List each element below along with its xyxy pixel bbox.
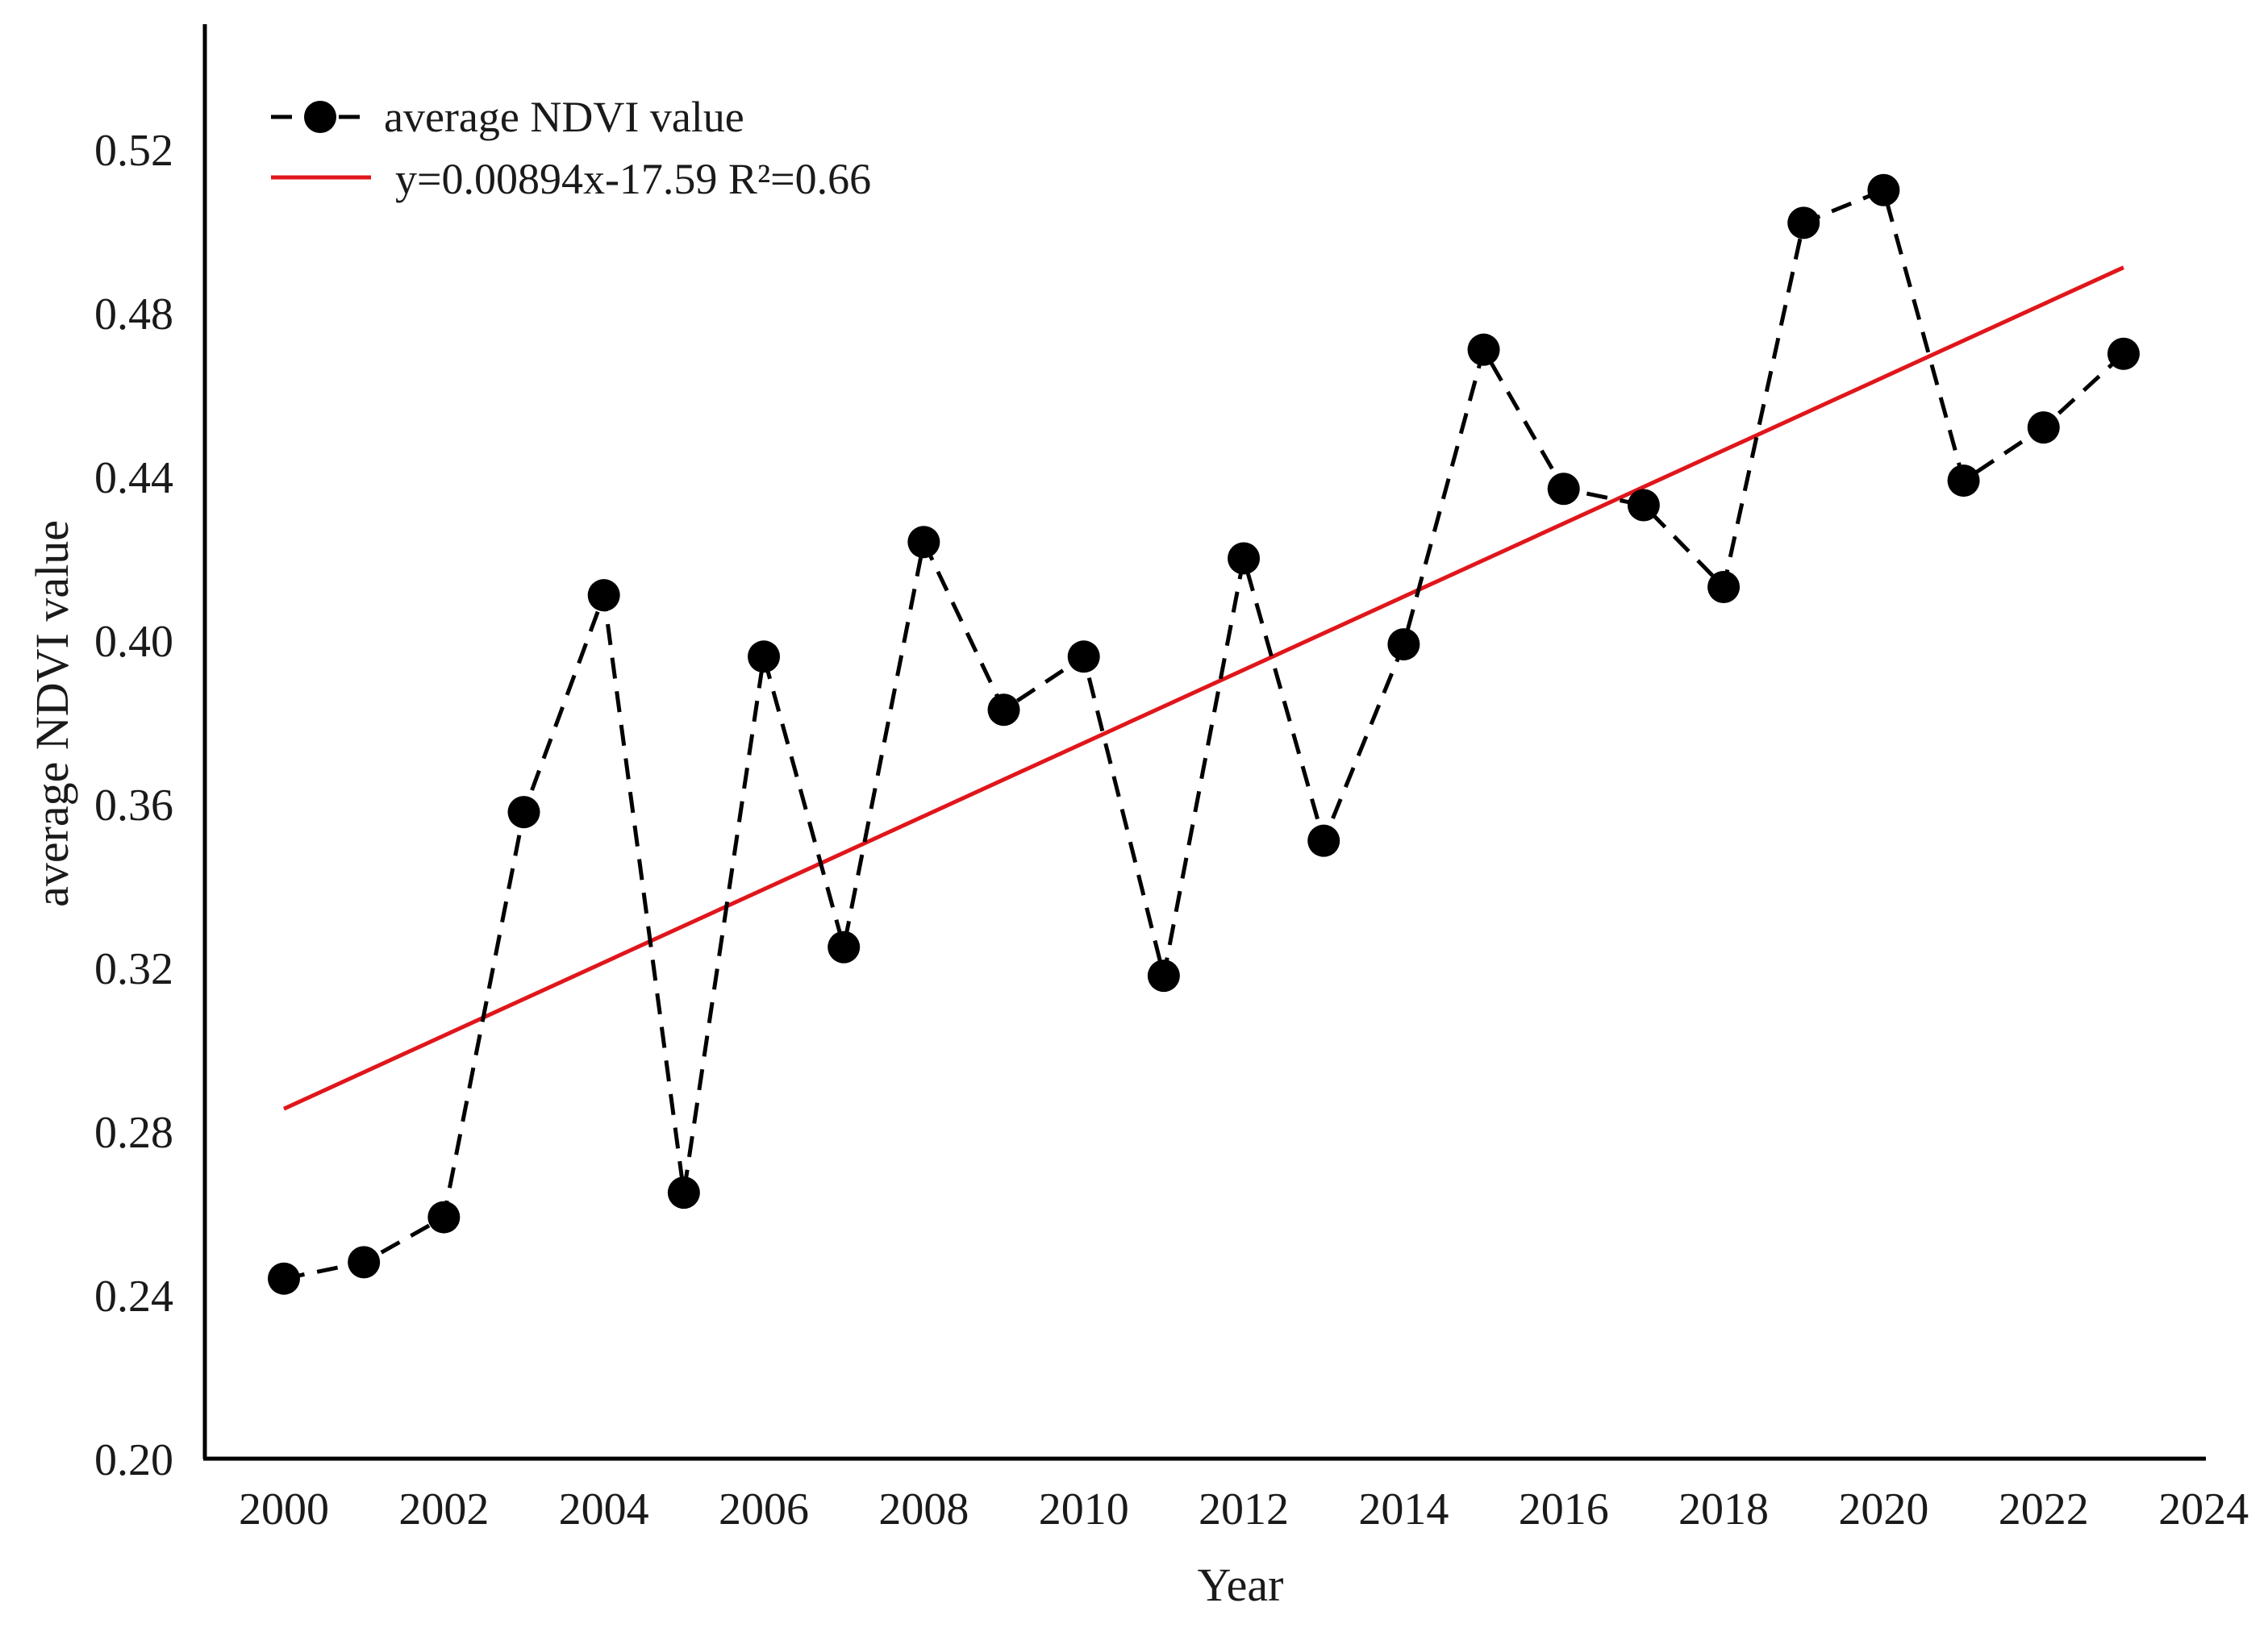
legend-item-ndvi: average NDVI value (271, 93, 744, 141)
ndvi-point-2013 (1307, 824, 1340, 857)
ndvi-point-2005 (667, 1176, 700, 1210)
x-tick-label-2002: 2002 (398, 1484, 489, 1534)
ndvi-point-2007 (828, 931, 861, 964)
x-tick-label-2020: 2020 (1838, 1484, 1928, 1534)
legend-item-trend: y=0.00894x-17.59 R²=0.66 (271, 155, 871, 203)
x-tick-label-2024: 2024 (2158, 1484, 2249, 1534)
y-tick-label-0-24: 0.24 (94, 1272, 173, 1322)
y-tick-label-0-28: 0.28 (94, 1108, 173, 1158)
y-tick-label-0-44: 0.44 (94, 453, 173, 503)
x-tick-label-2006: 2006 (719, 1484, 809, 1534)
ndvi-point-2012 (1228, 542, 1261, 575)
ndvi-point-2017 (1627, 489, 1660, 522)
y-tick-label-0-48: 0.48 (94, 289, 173, 339)
ndvi-point-2000 (268, 1262, 300, 1295)
legend-trend-label: y=0.00894x-17.59 R²=0.66 (395, 155, 871, 203)
ndvi-point-2020 (1867, 173, 1900, 206)
x-tick-label-2004: 2004 (559, 1484, 649, 1534)
ndvi-point-2022 (2027, 411, 2060, 444)
ndvi-point-2018 (1707, 571, 1741, 604)
ndvi-point-2015 (1467, 333, 1500, 366)
x-tick-label-2010: 2010 (1039, 1484, 1129, 1534)
x-axis-title: Year (1198, 1559, 1284, 1611)
ndvi-point-2023 (2107, 337, 2140, 370)
trend-line (282, 265, 2124, 1111)
y-axis-title: average NDVI value (26, 520, 78, 907)
y-tick-label-0-20: 0.20 (94, 1435, 173, 1485)
y-tick-label-0-52: 0.52 (94, 126, 173, 176)
x-tick-label-2008: 2008 (878, 1484, 969, 1534)
x-tick-label-2016: 2016 (1519, 1484, 1609, 1534)
ndvi-point-2011 (1147, 960, 1180, 993)
trend-line-layer (282, 265, 2124, 1111)
legend-ndvi-label: average NDVI value (384, 93, 744, 141)
ndvi-point-2002 (427, 1201, 461, 1234)
ndvi-point-2016 (1547, 473, 1580, 506)
ndvi-series-layer (268, 173, 2140, 1295)
ndvi-point-2010 (1067, 640, 1100, 673)
ndvi-series-line (283, 187, 2125, 1281)
ndvi-point-2009 (987, 693, 1020, 727)
ndvi-point-2001 (348, 1246, 381, 1279)
x-tick-label-2000: 2000 (239, 1484, 329, 1534)
plot-area (268, 173, 2140, 1295)
ndvi-point-2004 (587, 579, 620, 612)
y-tick-label-0-40: 0.40 (94, 617, 173, 667)
ndvi-point-2019 (1787, 206, 1820, 239)
legend: average NDVI value y=0.00894x-17.59 R²=0… (271, 93, 871, 203)
x-tick-label-2014: 2014 (1358, 1484, 1449, 1534)
y-tick-label-0-32: 0.32 (94, 944, 173, 994)
ndvi-point-2014 (1387, 628, 1420, 661)
ndvi-point-2008 (907, 526, 940, 559)
x-tick-label-2022: 2022 (1999, 1484, 2089, 1534)
ndvi-point-2021 (1947, 464, 1980, 498)
y-tick-label-0-36: 0.36 (94, 781, 173, 831)
legend-ndvi-marker (304, 101, 336, 133)
ndvi-point-2006 (748, 640, 781, 673)
x-ticks: 2000 2002 2004 2006 2008 2010 2012 2014 2016 2018… (239, 1484, 2249, 1534)
x-tick-label-2012: 2012 (1199, 1484, 1289, 1534)
axes: 2000 2002 2004 2006 2008 2010 2012 2014 2016 2018… (94, 24, 2249, 1534)
ndvi-point-2003 (507, 796, 540, 829)
y-ticks: 0.20 0.24 0.28 0.32 0.36 0.40 0.44 0.48 0.52 (94, 126, 173, 1485)
x-tick-label-2018: 2018 (1678, 1484, 1769, 1534)
